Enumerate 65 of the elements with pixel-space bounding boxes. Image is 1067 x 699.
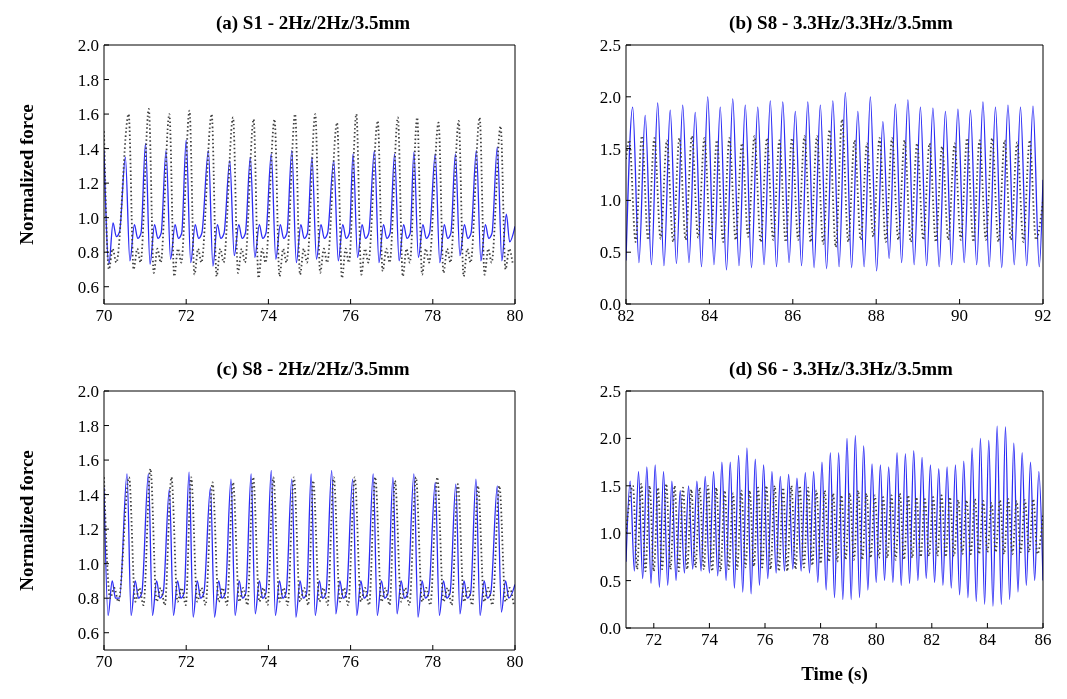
y-tick-label: 1.0: [77, 208, 99, 228]
x-tick-label: 84: [700, 306, 719, 326]
y-tick-label: 1.0: [599, 191, 621, 211]
x-tick-label: 84: [978, 630, 997, 650]
y-tick-label: 2.0: [77, 36, 99, 56]
x-tick-label: 72: [177, 306, 195, 326]
y-tick-label: 0.8: [77, 243, 99, 263]
x-tick-label: 78: [424, 652, 442, 672]
y-tick-label: 0.5: [599, 571, 621, 591]
line-series: [626, 483, 1043, 573]
x-tick-label: 76: [342, 652, 360, 672]
x-tick-label: 88: [867, 306, 885, 326]
x-tick-label: 86: [784, 306, 802, 326]
chart-title: (a) S1 - 2Hz/2Hz/3.5mm: [214, 11, 412, 35]
y-tick-label: 2.5: [599, 36, 621, 56]
chart-title: (d) S6 - 3.3Hz/3.3Hz/3.5mm: [728, 357, 954, 381]
line-series: [626, 92, 1043, 272]
y-tick-label: 1.6: [77, 105, 99, 125]
line-series: [104, 107, 514, 279]
y-tick-label: 2.0: [77, 382, 99, 402]
y-tick-label: 0.0: [599, 619, 621, 639]
y-axis-title: Normalized force: [15, 104, 37, 245]
y-tick-label: 1.0: [77, 554, 99, 574]
chart-title: (c) S8 - 2Hz/2Hz/3.5mm: [215, 357, 411, 381]
y-tick-label: 1.8: [77, 70, 99, 90]
y-tick-label: 0.6: [77, 277, 99, 297]
x-axis-title: Time (s): [801, 663, 868, 685]
y-tick-label: 1.5: [599, 476, 621, 496]
y-tick-label: 2.0: [599, 87, 621, 107]
y-tick-label: 0.8: [77, 589, 99, 609]
y-tick-label: 1.0: [599, 524, 621, 544]
y-tick-label: 2.5: [599, 382, 621, 402]
x-tick-label: 78: [812, 630, 830, 650]
x-tick-label: 70: [95, 306, 113, 326]
y-tick-label: 1.4: [77, 485, 100, 505]
line-series: [626, 118, 1043, 248]
y-tick-label: 0.5: [599, 243, 621, 263]
x-tick-label: 74: [259, 652, 278, 672]
x-tick-label: 76: [756, 630, 774, 650]
x-tick-label: 74: [259, 306, 278, 326]
x-tick-label: 82: [923, 630, 941, 650]
line-series: [104, 139, 515, 267]
y-tick-label: 1.2: [77, 520, 99, 540]
x-tick-label: 80: [506, 306, 524, 326]
x-tick-label: 80: [867, 630, 885, 650]
x-tick-label: 78: [424, 306, 442, 326]
chart-title: (b) S8 - 3.3Hz/3.3Hz/3.5mm: [728, 11, 954, 35]
y-tick-label: 1.8: [77, 416, 99, 436]
y-tick-label: 0.6: [77, 623, 99, 643]
y-tick-label: 1.2: [77, 174, 99, 194]
x-tick-label: 72: [645, 630, 663, 650]
line-series: [626, 425, 1043, 607]
y-axis-title: Normalized force: [15, 450, 37, 591]
x-tick-label: 70: [95, 652, 113, 672]
x-tick-label: 90: [951, 306, 969, 326]
y-tick-label: 2.0: [599, 429, 621, 449]
x-tick-label: 76: [342, 306, 360, 326]
x-tick-label: 92: [1034, 306, 1052, 326]
x-tick-label: 74: [700, 630, 719, 650]
y-tick-label: 1.5: [599, 139, 621, 159]
x-tick-label: 80: [506, 652, 524, 672]
x-tick-label: 72: [177, 652, 195, 672]
y-tick-label: 1.6: [77, 451, 99, 471]
y-tick-label: 1.4: [77, 139, 100, 159]
x-tick-label: 86: [1034, 630, 1052, 650]
